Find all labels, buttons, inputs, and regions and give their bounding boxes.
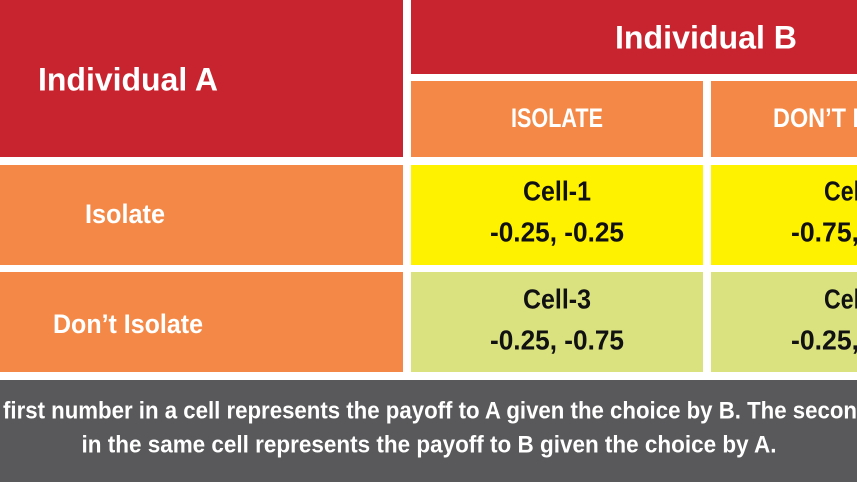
payoff-cell — [711, 272, 857, 372]
caption-band — [0, 380, 857, 482]
cell-payoff: -0.25, -0.75 — [490, 324, 624, 355]
row-player: Individual A — [38, 61, 218, 97]
cell-payoff: -0.25, — [791, 324, 857, 355]
cell-name: Cel — [824, 175, 857, 206]
payoff-cell — [411, 272, 703, 372]
column-player: Individual B — [615, 19, 797, 55]
column-header — [711, 81, 857, 157]
cell-name: Cel — [824, 283, 857, 314]
cell-payoff: -0.25, -0.25 — [490, 216, 624, 247]
caption-line: first number in a cell represents the pa… — [3, 397, 857, 424]
caption-line: in the same cell represents the payoff t… — [82, 431, 777, 458]
column-label: ISOLATE — [511, 103, 603, 133]
column-label: DON’T I — [773, 103, 857, 133]
row-label: Don’t Isolate — [53, 309, 203, 339]
column-player-cell — [411, 0, 857, 74]
row-header — [0, 272, 403, 372]
cell-name: Cell-3 — [523, 283, 591, 314]
column-header — [411, 81, 703, 157]
row-header — [0, 165, 403, 265]
cell-payoff: -0.75, — [791, 216, 857, 247]
cell-name: Cell-1 — [523, 175, 591, 206]
payoff-cell — [411, 165, 703, 265]
row-label: Isolate — [85, 199, 165, 229]
payoff-cell — [711, 165, 857, 265]
row-player-cell — [0, 0, 403, 157]
